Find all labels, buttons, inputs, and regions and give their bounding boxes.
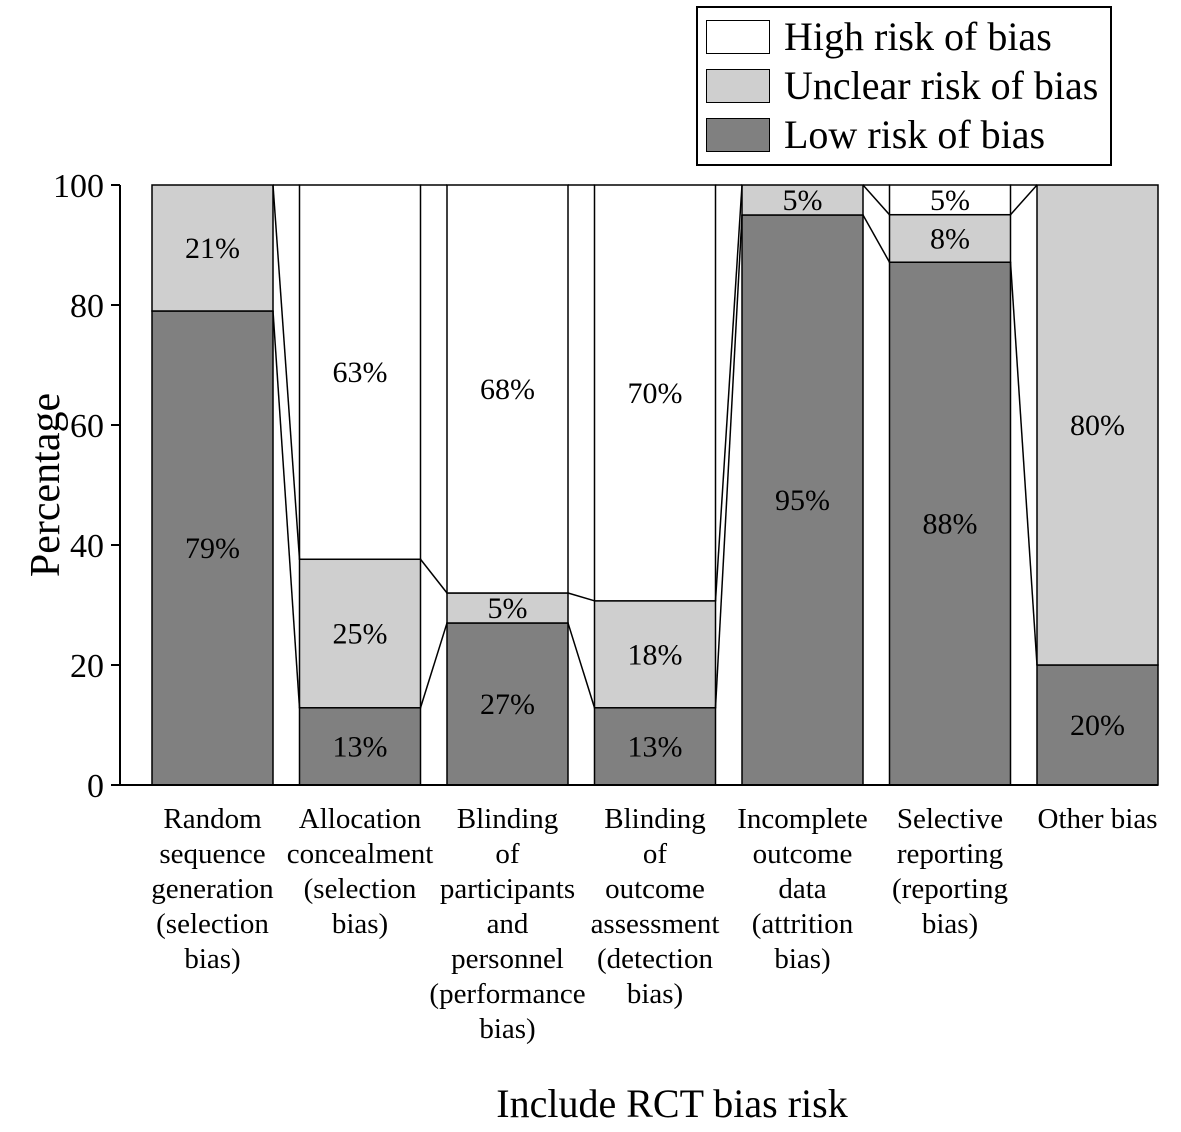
segment-value-label: 21% bbox=[185, 232, 240, 265]
category-label: Random sequence generation (selection bias) bbox=[151, 803, 274, 975]
category-label: Other bias bbox=[1038, 803, 1158, 835]
legend-swatch-unclear-risk bbox=[706, 68, 770, 103]
bar-segment bbox=[593, 600, 717, 709]
legend: High risk of bias Unclear risk of bias L… bbox=[696, 6, 1113, 166]
segment-value-label: 27% bbox=[480, 688, 535, 721]
bar-segment bbox=[888, 184, 1012, 216]
category-label: Incomplete outcome data (attrition bias) bbox=[737, 803, 867, 975]
connector-line bbox=[1009, 262, 1038, 666]
legend-label-high-risk: High risk of bias bbox=[784, 14, 1052, 59]
legend-swatch-low-risk bbox=[706, 117, 770, 152]
connector-line bbox=[419, 622, 448, 708]
segment-value-label: 80% bbox=[1070, 409, 1125, 442]
category-label: Blinding of outcome assessment (detection bia… bbox=[591, 803, 720, 1010]
y-tick-label: 40 bbox=[70, 528, 104, 565]
bar-segment bbox=[298, 184, 422, 561]
category-label: Selective reporting (reporting bias) bbox=[892, 803, 1008, 940]
connector-line bbox=[272, 310, 301, 708]
bar-segment bbox=[741, 214, 864, 786]
connector-line bbox=[567, 622, 596, 708]
y-tick-label: 60 bbox=[70, 408, 104, 445]
category-label: Allocation concealment (selection bias) bbox=[287, 803, 434, 940]
x-axis-title: Include RCT bias risk bbox=[496, 1081, 848, 1126]
segment-value-label: 8% bbox=[930, 222, 970, 255]
bar-segment bbox=[446, 592, 569, 624]
legend-swatch-high-risk bbox=[706, 19, 770, 54]
legend-row-unclear-risk: Unclear risk of bias bbox=[706, 62, 1098, 109]
legend-label-unclear-risk: Unclear risk of bias bbox=[784, 63, 1099, 109]
connector-line bbox=[419, 558, 448, 594]
y-tick-label: 100 bbox=[53, 168, 104, 205]
connector-line bbox=[862, 214, 891, 263]
segment-value-label: 25% bbox=[333, 618, 388, 651]
bar-segment bbox=[1036, 184, 1159, 666]
segment-value-label: 13% bbox=[628, 730, 683, 763]
segment-value-label: 5% bbox=[488, 592, 528, 625]
legend-label-low-risk: Low risk of bias bbox=[784, 112, 1046, 158]
bar-segment bbox=[446, 184, 569, 594]
bar-segment bbox=[151, 184, 274, 312]
segment-value-label: 70% bbox=[628, 377, 683, 410]
segment-value-label: 88% bbox=[923, 508, 978, 541]
bar-segment bbox=[446, 622, 569, 786]
segment-value-label: 18% bbox=[628, 638, 683, 671]
segment-value-label: 20% bbox=[1070, 709, 1125, 742]
segment-value-label: 79% bbox=[185, 532, 240, 565]
bar-segment bbox=[151, 310, 274, 786]
connector-line bbox=[1009, 184, 1038, 216]
y-tick-label: 0 bbox=[87, 768, 104, 805]
segment-value-label: 5% bbox=[930, 184, 970, 217]
segment-value-label: 68% bbox=[480, 373, 535, 406]
connector-line bbox=[714, 214, 743, 708]
connector-line bbox=[862, 184, 891, 216]
bar-segment bbox=[741, 184, 864, 216]
segment-value-label: 95% bbox=[775, 484, 830, 517]
y-tick-label: 80 bbox=[70, 288, 104, 325]
segment-value-label: 63% bbox=[333, 356, 388, 389]
bar-segment bbox=[888, 213, 1012, 263]
y-axis-title: Percentage bbox=[23, 392, 69, 578]
bar-segment bbox=[1036, 664, 1159, 786]
connector-line bbox=[272, 184, 301, 560]
segment-value-label: 5% bbox=[783, 184, 823, 217]
bar-segment bbox=[593, 184, 717, 602]
connector-line bbox=[567, 592, 595, 602]
connector-line bbox=[714, 184, 743, 601]
y-tick-label: 20 bbox=[70, 648, 104, 685]
segment-value-label: 13% bbox=[333, 730, 388, 763]
legend-row-low-risk: Low risk of bias bbox=[706, 111, 1098, 158]
bar-segment bbox=[298, 558, 422, 709]
legend-row-high-risk: High risk of bias bbox=[706, 13, 1098, 60]
category-label: Blinding of participants and personnel (perfo… bbox=[429, 803, 585, 1045]
